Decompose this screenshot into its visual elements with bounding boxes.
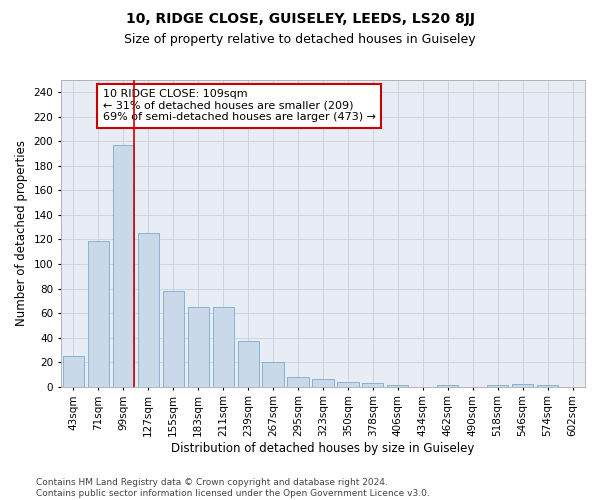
- Bar: [63, 356, 84, 386]
- Bar: [337, 382, 359, 386]
- Bar: [188, 307, 209, 386]
- Y-axis label: Number of detached properties: Number of detached properties: [15, 140, 28, 326]
- Bar: [238, 342, 259, 386]
- Bar: [287, 377, 308, 386]
- Text: 10 RIDGE CLOSE: 109sqm
← 31% of detached houses are smaller (209)
69% of semi-de: 10 RIDGE CLOSE: 109sqm ← 31% of detached…: [103, 89, 376, 122]
- Bar: [512, 384, 533, 386]
- Bar: [212, 307, 234, 386]
- Bar: [163, 291, 184, 386]
- X-axis label: Distribution of detached houses by size in Guiseley: Distribution of detached houses by size …: [171, 442, 475, 455]
- Bar: [137, 234, 159, 386]
- Bar: [262, 362, 284, 386]
- Text: 10, RIDGE CLOSE, GUISELEY, LEEDS, LS20 8JJ: 10, RIDGE CLOSE, GUISELEY, LEEDS, LS20 8…: [125, 12, 475, 26]
- Text: Contains HM Land Registry data © Crown copyright and database right 2024.
Contai: Contains HM Land Registry data © Crown c…: [36, 478, 430, 498]
- Bar: [88, 240, 109, 386]
- Bar: [113, 145, 134, 386]
- Text: Size of property relative to detached houses in Guiseley: Size of property relative to detached ho…: [124, 32, 476, 46]
- Bar: [362, 383, 383, 386]
- Bar: [313, 380, 334, 386]
